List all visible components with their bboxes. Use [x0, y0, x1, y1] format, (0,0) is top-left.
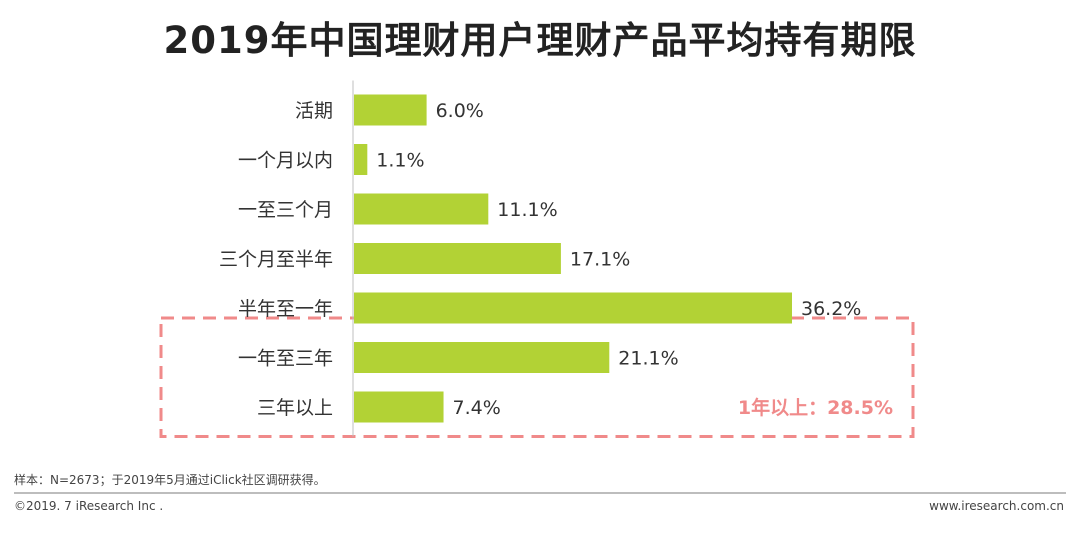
copyright-text: ©2019. 7 iResearch Inc . — [14, 499, 164, 513]
value-label: 6.0% — [436, 100, 484, 122]
category-label: 三个月至半年 — [219, 249, 333, 271]
bar — [354, 342, 610, 373]
chart-title: 2019年中国理财用户理财产品平均持有期限 — [163, 19, 917, 62]
bar — [354, 144, 368, 175]
sample-footnote: 样本：N=2673；于2019年5月通过iClick社区调研获得。 — [14, 473, 326, 487]
bar-chart: 活期 6.0% 一个月以内 1.1% 一至三个月 11.1% 三个月至半年 17.1% 半年至一… — [159, 80, 915, 438]
annotation-label: 1年以上：28.5% — [738, 396, 893, 419]
category-label: 一年至三年 — [238, 348, 333, 370]
bar — [354, 391, 444, 423]
value-label: 17.1% — [570, 249, 630, 271]
bar — [354, 292, 792, 324]
bar — [354, 243, 561, 274]
bar — [354, 94, 427, 126]
footer-divider — [14, 492, 1066, 494]
bar — [354, 193, 489, 225]
value-label: 21.1% — [618, 348, 678, 370]
category-label: 一个月以内 — [238, 150, 333, 172]
value-label: 1.1% — [376, 150, 424, 172]
category-label: 半年至一年 — [238, 298, 333, 320]
value-label: 11.1% — [497, 199, 557, 221]
annotation-dashed-box — [159, 316, 915, 438]
value-label: 36.2% — [801, 298, 861, 320]
category-label: 活期 — [295, 100, 333, 122]
website-link[interactable]: www.iresearch.com.cn — [929, 499, 1064, 513]
value-label: 7.4% — [453, 397, 501, 419]
category-label: 一至三个月 — [238, 199, 333, 221]
category-label: 三年以上 — [257, 397, 333, 419]
